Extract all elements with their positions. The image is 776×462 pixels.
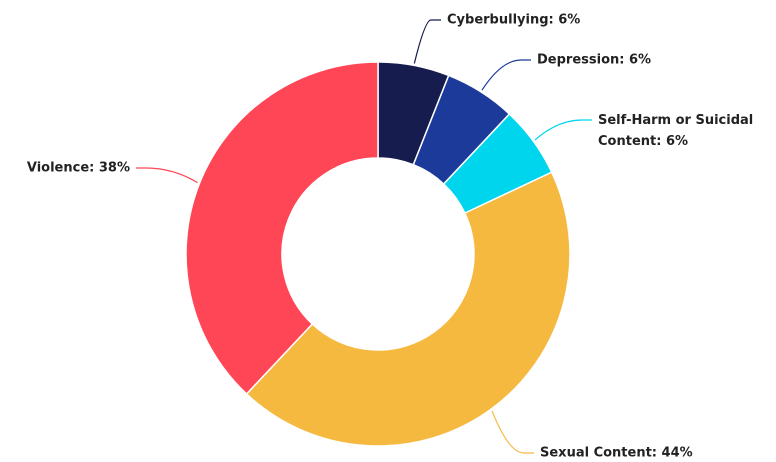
leader-line [491, 410, 534, 454]
data-label: Sexual Content: 44% [540, 446, 693, 461]
donut-slice [185, 61, 379, 396]
data-label: Violence: 38% [27, 161, 130, 176]
leader-line [481, 59, 531, 91]
leader-line [136, 167, 198, 184]
leader-line [534, 119, 592, 141]
data-label: Cyberbullying: 6% [447, 13, 580, 28]
leader-line [413, 19, 441, 64]
data-label: Self-Harm or Suicidal Content: 6% [598, 113, 753, 149]
donut-slice [245, 171, 571, 447]
data-label: Depression: 6% [537, 53, 651, 68]
